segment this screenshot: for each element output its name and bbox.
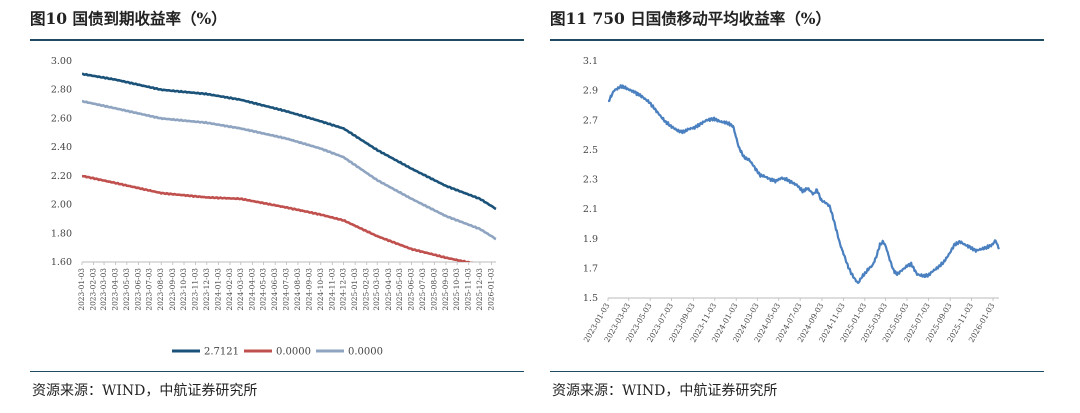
right-chart-title: 图11 750 日国债移动平均收益率（%） bbox=[550, 9, 831, 28]
left-x-tick-label: 2023-07-03 bbox=[145, 268, 154, 311]
left-y-tick-label: 1.80 bbox=[51, 228, 72, 239]
left-series-line bbox=[82, 72, 497, 211]
left-x-tick-label: 2025-09-03 bbox=[441, 268, 450, 311]
left-legend-label: 0.0000 bbox=[276, 347, 311, 358]
right-y-tick-label: 3.1 bbox=[583, 56, 598, 67]
left-x-tick-label: 2023-10-03 bbox=[179, 268, 188, 311]
right-chart-svg: 3.12.92.72.52.32.11.91.71.52023-01-03202… bbox=[582, 56, 1000, 344]
right-source-note: 资源来源：WIND，中航证券研究所 bbox=[552, 383, 778, 399]
left-x-tick-label: 2024-08-03 bbox=[293, 268, 302, 311]
left-y-tick-label: 2.00 bbox=[51, 200, 72, 211]
left-x-tick-label: 2024-09-03 bbox=[305, 268, 314, 311]
left-legend-label: 0.0000 bbox=[348, 347, 383, 358]
right-y-tick-label: 1.9 bbox=[583, 234, 598, 245]
left-x-tick-label: 2023-01-03 bbox=[77, 268, 86, 311]
left-x-tick-label: 2024-04-03 bbox=[247, 268, 256, 311]
right-source-rule bbox=[550, 371, 1044, 372]
left-x-tick-label: 2024-05-03 bbox=[259, 268, 268, 311]
left-source-note: 资源来源：WIND，中航证券研究所 bbox=[32, 383, 258, 399]
left-title-rule bbox=[30, 39, 524, 41]
left-chart-title: 图10 国债到期收益率（%） bbox=[30, 9, 227, 28]
left-x-tick-label: 2024-07-03 bbox=[281, 268, 290, 311]
left-x-tick-label: 2025-08-03 bbox=[429, 268, 438, 311]
right-y-tick-label: 2.7 bbox=[583, 115, 598, 126]
left-x-tick-label: 2025-01-03 bbox=[350, 268, 359, 311]
left-x-tick-label: 2023-02-03 bbox=[89, 268, 98, 311]
left-x-tick-label: 2025-04-03 bbox=[384, 268, 393, 311]
left-x-tick-label: 2023-03-03 bbox=[99, 268, 108, 311]
left-x-tick-label: 2024-10-03 bbox=[316, 268, 325, 311]
left-x-tick-label: 2026-01-03 bbox=[487, 268, 496, 311]
left-x-tick-label: 2025-03-03 bbox=[372, 268, 381, 311]
left-source-rule bbox=[30, 371, 524, 372]
left-x-tick-label: 2023-09-03 bbox=[168, 268, 177, 311]
left-y-tick-label: 2.20 bbox=[51, 171, 72, 182]
left-x-tick-label: 2025-02-03 bbox=[362, 268, 371, 311]
right-y-tick-label: 1.7 bbox=[583, 263, 598, 274]
left-y-tick-label: 1.60 bbox=[51, 257, 72, 268]
left-y-tick-label: 2.60 bbox=[51, 113, 72, 124]
left-x-tick-label: 2024-11-03 bbox=[327, 268, 336, 311]
left-x-tick-label: 2024-01-03 bbox=[213, 268, 222, 311]
left-y-tick-label: 2.40 bbox=[51, 142, 72, 153]
left-x-tick-label: 2025-06-03 bbox=[407, 268, 416, 311]
left-x-tick-label: 2023-04-03 bbox=[111, 268, 120, 311]
left-x-tick-label: 2023-05-03 bbox=[122, 268, 131, 311]
left-series-line bbox=[82, 174, 474, 262]
left-y-tick-label: 3.00 bbox=[51, 56, 72, 67]
left-x-tick-label: 2025-07-03 bbox=[418, 268, 427, 311]
left-x-tick-label: 2024-03-03 bbox=[236, 268, 245, 311]
left-chart-panel: 图10 国债到期收益率（%） 3.00 2.80 2.60 2.40 2.20 2.00 1… bbox=[30, 0, 524, 413]
left-x-tick-label: 2023-08-03 bbox=[156, 268, 165, 311]
left-x-tick-label: 2025-12-03 bbox=[475, 268, 484, 311]
left-series-line bbox=[82, 99, 497, 241]
left-x-tick-label: 2023-06-03 bbox=[133, 268, 142, 311]
left-x-tick-label: 2025-10-03 bbox=[452, 268, 461, 311]
left-x-tick-label: 2025-11-03 bbox=[464, 268, 473, 311]
left-y-tick-label: 2.80 bbox=[51, 85, 72, 96]
left-x-tick-label: 2024-02-03 bbox=[225, 268, 234, 311]
left-x-tick-label: 2023-11-03 bbox=[191, 268, 200, 311]
left-legend-label: 2.7121 bbox=[204, 347, 239, 358]
right-y-tick-label: 2.1 bbox=[583, 204, 598, 215]
left-x-tick-label: 2025-05-03 bbox=[395, 268, 404, 311]
right-y-tick-label: 2.9 bbox=[583, 86, 598, 97]
right-y-tick-label: 2.3 bbox=[583, 175, 598, 186]
left-x-tick-label: 2024-12-03 bbox=[339, 268, 348, 311]
left-x-tick-label: 2023-12-03 bbox=[202, 268, 211, 311]
left-x-tick-label: 2024-06-03 bbox=[270, 268, 279, 311]
right-y-tick-label: 1.5 bbox=[583, 293, 598, 304]
right-series-line bbox=[608, 84, 1000, 284]
left-chart-svg: 3.00 2.80 2.60 2.40 2.20 2.00 1.80 1.60 2023-01-… bbox=[51, 56, 497, 358]
right-y-tick-label: 2.5 bbox=[583, 145, 598, 156]
right-chart-panel: 图11 750 日国债移动平均收益率（%） 3.1 2.9 2.7 2.5 2.3 2.1… bbox=[550, 0, 1044, 413]
right-title-rule bbox=[550, 39, 1044, 41]
